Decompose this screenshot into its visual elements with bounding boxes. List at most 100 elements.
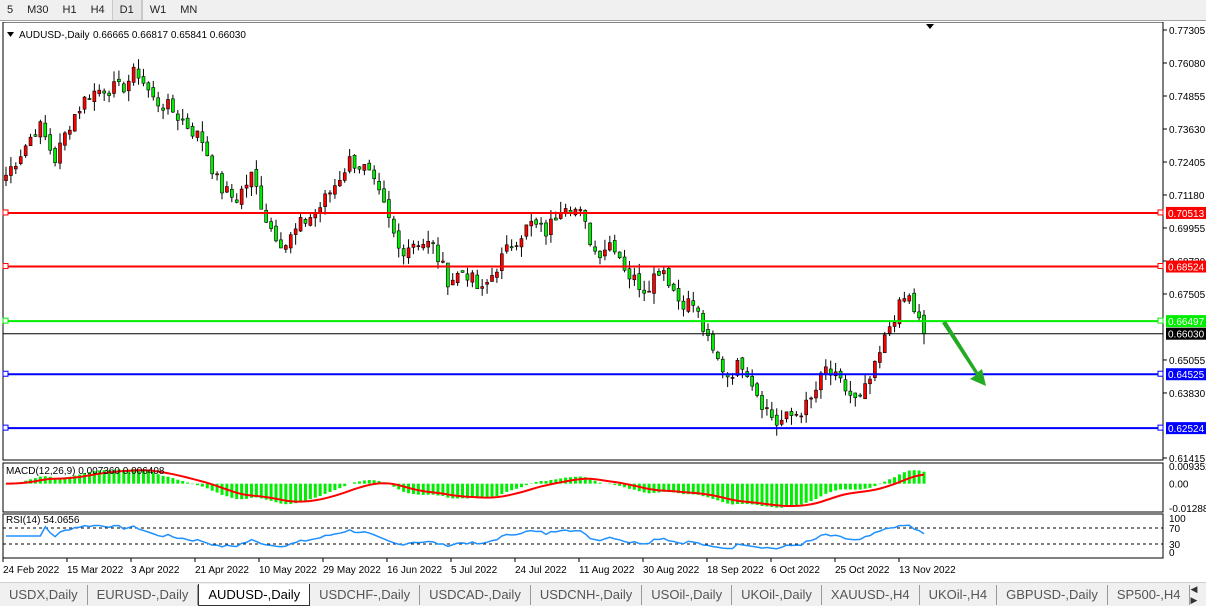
macd-histogram-bar xyxy=(721,483,725,503)
macd-histogram-bar xyxy=(691,483,695,495)
level-anchor-handle[interactable] xyxy=(1157,370,1164,377)
candle xyxy=(117,78,121,82)
candle xyxy=(858,394,862,397)
macd-histogram-bar xyxy=(917,470,921,484)
price-label: 0.65055 xyxy=(1169,356,1206,367)
tab-usoil-daily[interactable]: USOil-,Daily xyxy=(642,584,733,605)
macd-histogram-bar xyxy=(161,475,165,484)
candle xyxy=(863,383,867,400)
macd-histogram-bar xyxy=(731,483,735,505)
price-chart[interactable]: 0.77305 0.76080 0.74855 0.73630 0.72405 0.711… xyxy=(0,22,1206,582)
macd-histogram-bar xyxy=(902,472,906,484)
macd-histogram-bar xyxy=(73,475,77,484)
macd-histogram-bar xyxy=(794,483,798,506)
macd-histogram-bar xyxy=(623,483,627,488)
candle xyxy=(799,415,804,418)
level-anchor-handle[interactable] xyxy=(1157,263,1164,270)
tab-sp500-h4[interactable]: SP500-,H4 xyxy=(1108,584,1191,605)
tab-usdcnh-daily[interactable]: USDCNH-,Daily xyxy=(531,584,643,605)
candle xyxy=(534,219,538,225)
candle xyxy=(814,389,818,399)
macd-histogram-bar xyxy=(500,483,504,495)
date-label: 3 Apr 2022 xyxy=(131,565,180,576)
level-anchor-handle[interactable] xyxy=(1157,317,1164,324)
macd-histogram-bar xyxy=(677,483,681,494)
timeframe-5[interactable]: 5 xyxy=(7,4,14,16)
candle xyxy=(696,307,700,312)
candle xyxy=(102,90,106,94)
timeframe-w1[interactable]: W1 xyxy=(141,0,174,20)
macd-histogram-bar xyxy=(269,483,273,501)
candle xyxy=(210,155,214,175)
macd-histogram-bar xyxy=(436,483,440,496)
candle xyxy=(735,360,740,376)
tab-xauusd-h4[interactable]: XAUUSD-,H4 xyxy=(822,584,920,605)
candle xyxy=(789,411,794,416)
candle xyxy=(882,334,887,353)
macd-histogram-bar xyxy=(834,483,838,491)
date-label: 13 Nov 2022 xyxy=(899,565,956,576)
tab-gbpusd-daily[interactable]: GBPUSD-,Daily xyxy=(997,584,1108,605)
candle xyxy=(205,141,210,157)
macd-histogram-bar xyxy=(814,483,818,500)
macd-axis-label: 0.009352 xyxy=(1169,462,1206,473)
timeframe-h4[interactable]: H4 xyxy=(90,4,105,16)
candle xyxy=(495,271,499,278)
candle xyxy=(671,283,676,291)
candle xyxy=(176,113,180,121)
tab-scroll-arrows-icon[interactable]: ◀ ▶ xyxy=(1190,583,1198,605)
candle xyxy=(819,372,823,391)
timeframe-h1[interactable]: H1 xyxy=(62,4,77,16)
tab-usdcad-daily[interactable]: USDCAD-,Daily xyxy=(420,584,531,605)
level-anchor-handle[interactable] xyxy=(1157,209,1164,216)
timeframe-mn[interactable]: MN xyxy=(180,4,198,16)
timeframe-d1[interactable]: D1 xyxy=(111,0,142,20)
level-anchor-handle[interactable] xyxy=(2,263,9,270)
candle xyxy=(706,329,710,336)
date-label: 16 Jun 2022 xyxy=(387,565,442,576)
candle xyxy=(259,185,264,210)
candle xyxy=(922,314,926,334)
macd-histogram-bar xyxy=(112,469,116,484)
candle xyxy=(63,132,67,146)
tab-usdx-daily[interactable]: USDX,Daily xyxy=(0,584,88,605)
macd-histogram-bar xyxy=(264,483,268,500)
macd-histogram-bar xyxy=(883,481,887,484)
candle xyxy=(509,246,514,249)
tab-eurusd-daily[interactable]: EURUSD-,Daily xyxy=(88,584,199,605)
candle xyxy=(627,268,632,280)
candle xyxy=(446,262,450,288)
level-anchor-handle[interactable] xyxy=(2,424,9,431)
price-label: 0.71180 xyxy=(1169,191,1205,202)
level-anchor-handle[interactable] xyxy=(2,209,9,216)
macd-histogram-bar xyxy=(284,483,288,505)
macd-histogram-bar xyxy=(58,477,62,484)
tab-usdchf-daily[interactable]: USDCHF-,Daily xyxy=(310,584,421,605)
macd-histogram-bar xyxy=(627,483,631,489)
level-anchor-handle[interactable] xyxy=(2,370,9,377)
level-price-label: 0.66030 xyxy=(1168,330,1205,341)
date-label: 25 Oct 2022 xyxy=(835,565,890,576)
tab-ukoil-daily[interactable]: UKOil-,Daily xyxy=(732,584,822,605)
candle xyxy=(185,117,190,129)
candle xyxy=(524,224,529,237)
candle xyxy=(426,240,430,248)
candle xyxy=(225,186,229,193)
candle xyxy=(902,298,907,302)
tab-audusd-daily[interactable]: AUDUSD-,Daily xyxy=(198,583,311,606)
candle xyxy=(642,289,646,294)
candle xyxy=(529,220,534,227)
macd-histogram-bar xyxy=(141,470,145,484)
candle xyxy=(279,239,283,249)
candle xyxy=(308,217,313,226)
level-anchor-handle[interactable] xyxy=(1157,424,1164,431)
timeframe-m30[interactable]: M30 xyxy=(27,4,49,16)
tab-ukoil-h4[interactable]: UKOil-,H4 xyxy=(920,584,998,605)
macd-histogram-bar xyxy=(706,483,710,498)
candle xyxy=(421,244,426,249)
macd-histogram-bar xyxy=(294,483,298,504)
price-label: 0.61415 xyxy=(1169,454,1206,465)
candle xyxy=(441,260,445,263)
level-anchor-handle[interactable] xyxy=(2,317,9,324)
candle xyxy=(504,244,509,252)
